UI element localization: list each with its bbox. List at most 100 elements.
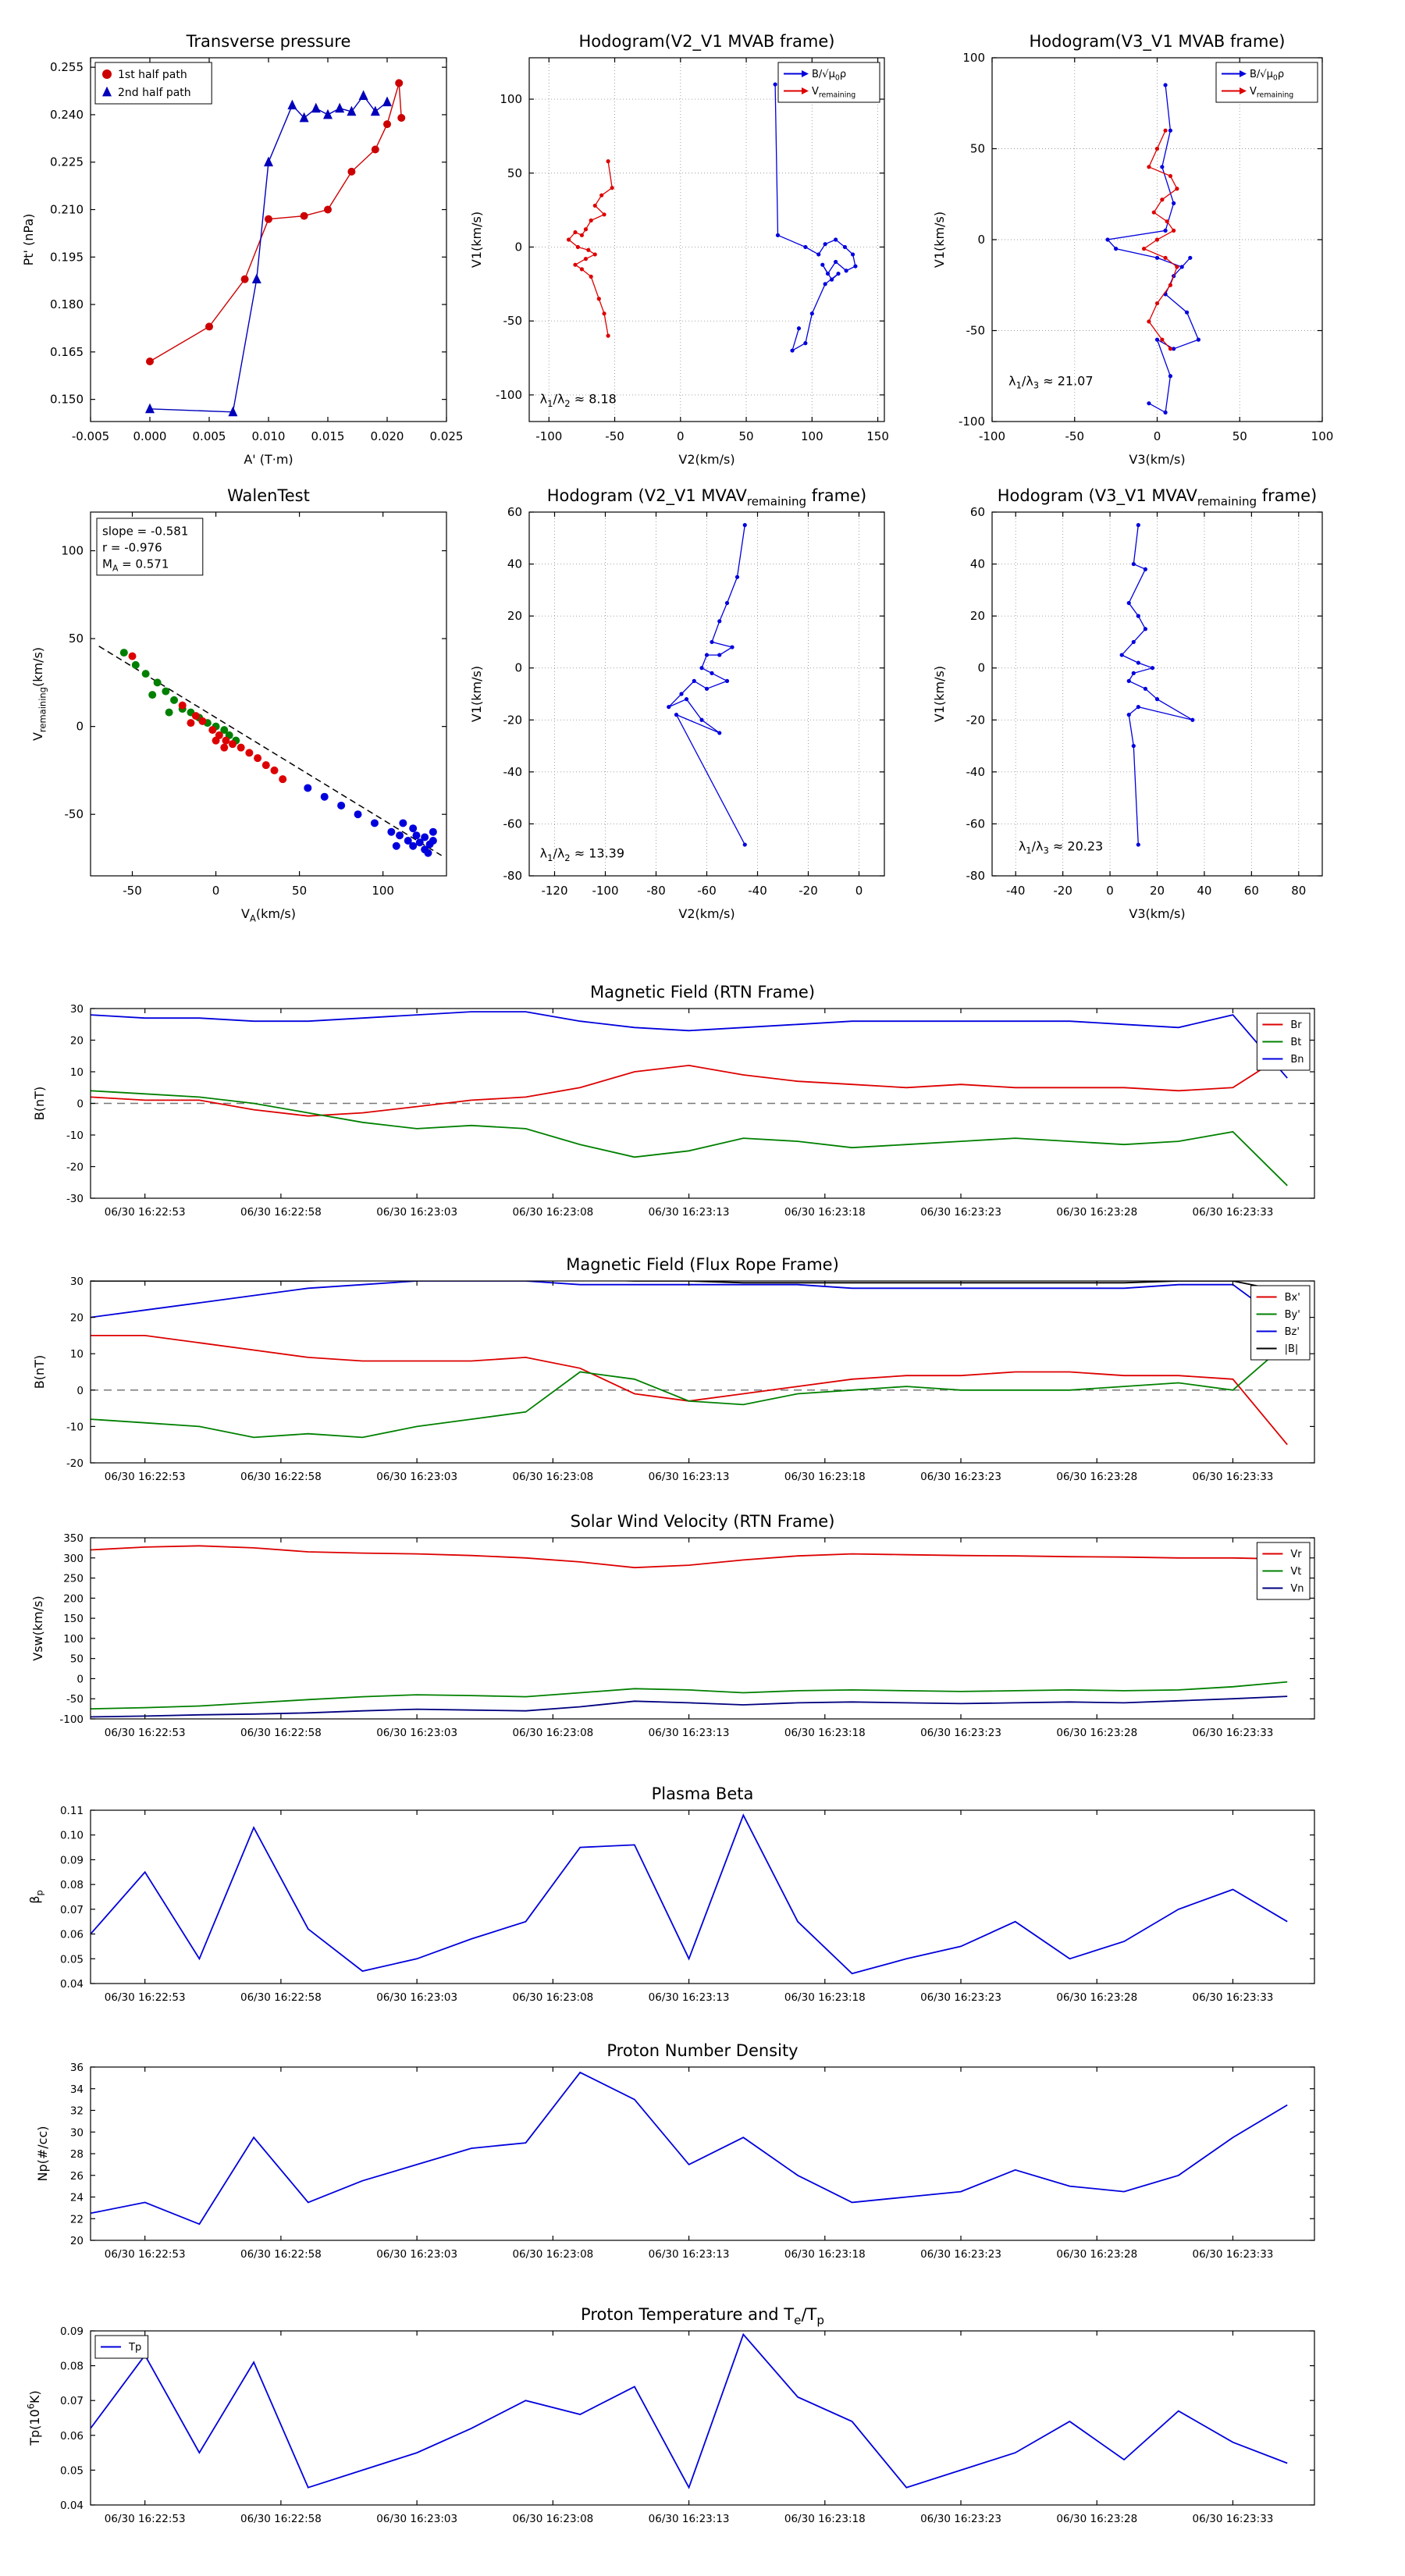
marker-dot <box>237 743 245 752</box>
x-axis-label: V2(km/s) <box>678 906 735 921</box>
chart-title: Proton Number Density <box>606 2041 798 2060</box>
x-tick-label: 06/30 16:23:18 <box>784 1471 866 1483</box>
marker-dot <box>573 229 578 235</box>
plot-area <box>91 1538 1314 1719</box>
x-tick-label: 06/30 16:23:13 <box>649 1727 730 1739</box>
marker-dot <box>270 766 279 774</box>
y-tick-label: 0.210 <box>50 203 84 217</box>
x-tick-label: 06/30 16:23:08 <box>512 1206 593 1219</box>
marker-dot <box>141 670 150 678</box>
series-line-vr <box>91 1545 1288 1569</box>
marker-dot <box>1188 255 1193 260</box>
plot-area <box>91 2331 1314 2505</box>
y-tick-label: 350 <box>63 1532 84 1545</box>
legend-arrow-icon <box>1240 70 1247 77</box>
x-axis-label: V2(km/s) <box>678 452 735 467</box>
x-tick-label: 50 <box>739 429 754 443</box>
x-tick-label: 100 <box>1311 429 1334 443</box>
marker-dot <box>170 696 179 704</box>
x-tick-label: 06/30 16:23:08 <box>512 1991 593 2004</box>
chart-title: Solar Wind Velocity (RTN Frame) <box>571 1512 835 1531</box>
y-tick-label: 0 <box>76 1385 84 1397</box>
stats-textbox-line: MA = 0.571 <box>102 557 169 573</box>
chart-title: Hodogram (V3_V1 MVAVremaining frame) <box>998 486 1318 509</box>
marker-dot <box>834 259 838 265</box>
marker-dot <box>1136 523 1140 528</box>
marker-dot <box>397 113 406 122</box>
axes-frame <box>991 511 1323 877</box>
x-tick-label: 06/30 16:23:28 <box>1056 1471 1137 1483</box>
legend-arrow-icon <box>802 70 809 77</box>
x-tick-label: 06/30 16:23:18 <box>784 1206 866 1219</box>
x-tick-label: -50 <box>1065 429 1085 443</box>
x-tick-label: 06/30 16:22:53 <box>105 1727 186 1739</box>
y-tick-label: 10 <box>70 1066 84 1079</box>
y-axis-label: Vsw(km/s) <box>30 1596 45 1660</box>
marker-dot <box>1143 627 1147 632</box>
marker-dot <box>579 233 585 237</box>
marker-dot <box>773 82 777 87</box>
x-tick-label: 0 <box>1106 884 1114 898</box>
y-tick-label: 0.180 <box>50 297 84 311</box>
marker-dot <box>820 262 825 267</box>
marker-dot <box>1168 283 1173 287</box>
x-tick-label: 80 <box>1291 884 1306 898</box>
marker-dot <box>220 743 229 752</box>
chart-svg-walen-test: -50 0 50 100 -50 0 50 100 WalenTest VA(km/s) Vrema… <box>30 486 447 923</box>
x-tick-label: 06/30 16:22:53 <box>105 2248 186 2261</box>
x-tick-label: -120 <box>541 884 567 898</box>
marker-dot <box>320 792 329 801</box>
x-tick-label: 0 <box>855 884 863 898</box>
marker-dot <box>566 237 571 242</box>
marker-dot <box>579 267 585 272</box>
marker-dot <box>775 233 781 237</box>
y-tick-label: -50 <box>966 324 986 338</box>
marker-dot <box>829 277 834 282</box>
marker-dot <box>148 691 157 699</box>
x-tick-label: 06/30 16:23:23 <box>920 2248 1001 2261</box>
marker-dot <box>1168 374 1173 379</box>
x-tick-label: 0.015 <box>311 429 345 443</box>
marker-dot <box>1190 717 1195 722</box>
plot-area <box>91 58 446 422</box>
x-tick-label: 06/30 16:23:28 <box>1056 1727 1137 1739</box>
chart-title: Proton Temperature and Te/Tp <box>581 2305 824 2328</box>
y-tick-label: -50 <box>503 314 523 328</box>
marker-dot <box>803 244 808 250</box>
marker-dot <box>1147 165 1151 169</box>
marker-dot <box>717 619 722 624</box>
chart-mag-field-rtn: 06/30 16:22:53 06/30 16:22:58 06/30 16:23:… <box>23 974 1327 1229</box>
marker-dot <box>392 841 400 850</box>
x-tick-label: -20 <box>799 884 818 898</box>
marker-dot <box>354 810 362 819</box>
marker-dot <box>586 247 591 252</box>
y-tick-label: 24 <box>70 2192 84 2204</box>
marker-triangle <box>323 109 333 119</box>
marker-dot <box>834 237 838 242</box>
legend-label: Vremaining <box>1250 86 1293 100</box>
marker-triangle <box>299 112 309 123</box>
y-tick-label: 0.05 <box>60 2464 84 2477</box>
series-line-vt <box>91 1681 1288 1710</box>
y-tick-label: 0.08 <box>60 1879 84 1891</box>
chart-title: Magnetic Field (Flux Rope Frame) <box>566 1255 839 1274</box>
chart-proton-temperature: 06/30 16:22:53 06/30 16:22:58 06/30 16:23:… <box>23 2297 1327 2536</box>
marker-dot <box>1160 165 1165 169</box>
marker-dot <box>412 831 421 840</box>
y-axis-label: V1(km/s) <box>932 666 947 722</box>
y-tick-label: 200 <box>63 1592 84 1605</box>
y-tick-label: 20 <box>70 2235 84 2247</box>
axes-frame <box>90 57 447 422</box>
y-axis-label: V1(km/s) <box>932 212 947 268</box>
y-tick-label: 60 <box>970 505 985 519</box>
y-tick-label: 22 <box>70 2213 84 2226</box>
marker-dot <box>429 836 437 845</box>
series-line-v-remaining <box>1143 130 1178 350</box>
y-tick-label: 0.255 <box>50 60 84 74</box>
marker-dot <box>1131 561 1136 567</box>
y-axis-label: Np(#/cc) <box>35 2126 50 2182</box>
marker-dot <box>667 705 671 710</box>
x-tick-label: 60 <box>1244 884 1259 898</box>
x-tick-label: 06/30 16:23:13 <box>649 1471 730 1483</box>
